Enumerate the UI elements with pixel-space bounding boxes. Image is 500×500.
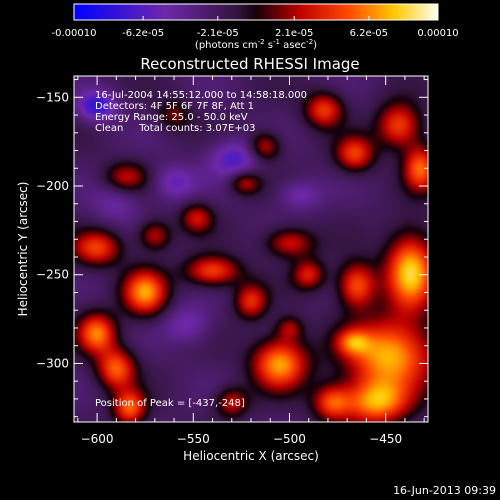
plot-timestamp: 16-Jun-2013 09:39 <box>393 484 496 497</box>
info-annotation: 16-Jul-2004 14:55:12.000 to 14:58:18.000… <box>95 90 307 134</box>
info-line-detectors: Detectors: 4F 5F 6F 7F 8F, Att 1 <box>95 101 254 112</box>
y-axis-ticks: −150 −200 −250 −300 <box>36 79 428 418</box>
x-axis-ticks: −600 −550 −500 −450 <box>77 76 425 446</box>
colorbar-unit-label: (photons cm-2 s-1 asec-2) <box>195 38 317 51</box>
chart-title: Reconstructed RHESSI Image <box>140 55 359 73</box>
x-tick-label: −550 <box>177 432 210 446</box>
info-line-time: 16-Jul-2004 14:55:12.000 to 14:58:18.000 <box>95 90 307 101</box>
peak-position-label: Position of Peak = [-437,-248] <box>95 398 245 409</box>
y-tick-label: −200 <box>36 179 69 193</box>
x-tick-label: −500 <box>273 432 306 446</box>
y-tick-label: −250 <box>36 268 69 282</box>
colorbar-tick-label: -2.1e-05 <box>197 28 239 39</box>
info-line-energy: Energy Range: 25.0 - 50.0 keV <box>95 112 248 123</box>
x-axis-label: Heliocentric X (arcsec) <box>183 449 319 463</box>
y-axis-label: Heliocentric Y (arcsec) <box>16 182 30 317</box>
info-line-counts: Clean Total counts: 3.07E+03 <box>95 123 255 134</box>
colorbar-frame <box>73 3 439 21</box>
colorbar-tick-label: -0.00010 <box>52 28 97 39</box>
colorbar: -0.00010 -6.2e-05 -2.1e-05 2.1e-05 6.2e-05 0.… <box>52 3 459 51</box>
colorbar-gradient <box>74 4 439 20</box>
colorbar-tick-label: 6.2e-05 <box>350 28 388 39</box>
y-tick-label: −300 <box>36 356 69 370</box>
colorbar-ticks: -0.00010 -6.2e-05 -2.1e-05 2.1e-05 6.2e-05 0.… <box>52 16 459 39</box>
image-area: −600 −550 −500 −450 −150 −200 −250 −300 <box>36 75 429 446</box>
colorbar-tick-label: 2.1e-05 <box>275 28 313 39</box>
colorbar-tick-label: 0.00010 <box>417 28 458 39</box>
x-tick-label: −600 <box>81 432 114 446</box>
colorbar-tick-label: -6.2e-05 <box>122 28 164 39</box>
heatmap-image <box>74 76 428 422</box>
y-tick-label: −150 <box>36 90 69 104</box>
x-tick-label: −450 <box>369 432 402 446</box>
